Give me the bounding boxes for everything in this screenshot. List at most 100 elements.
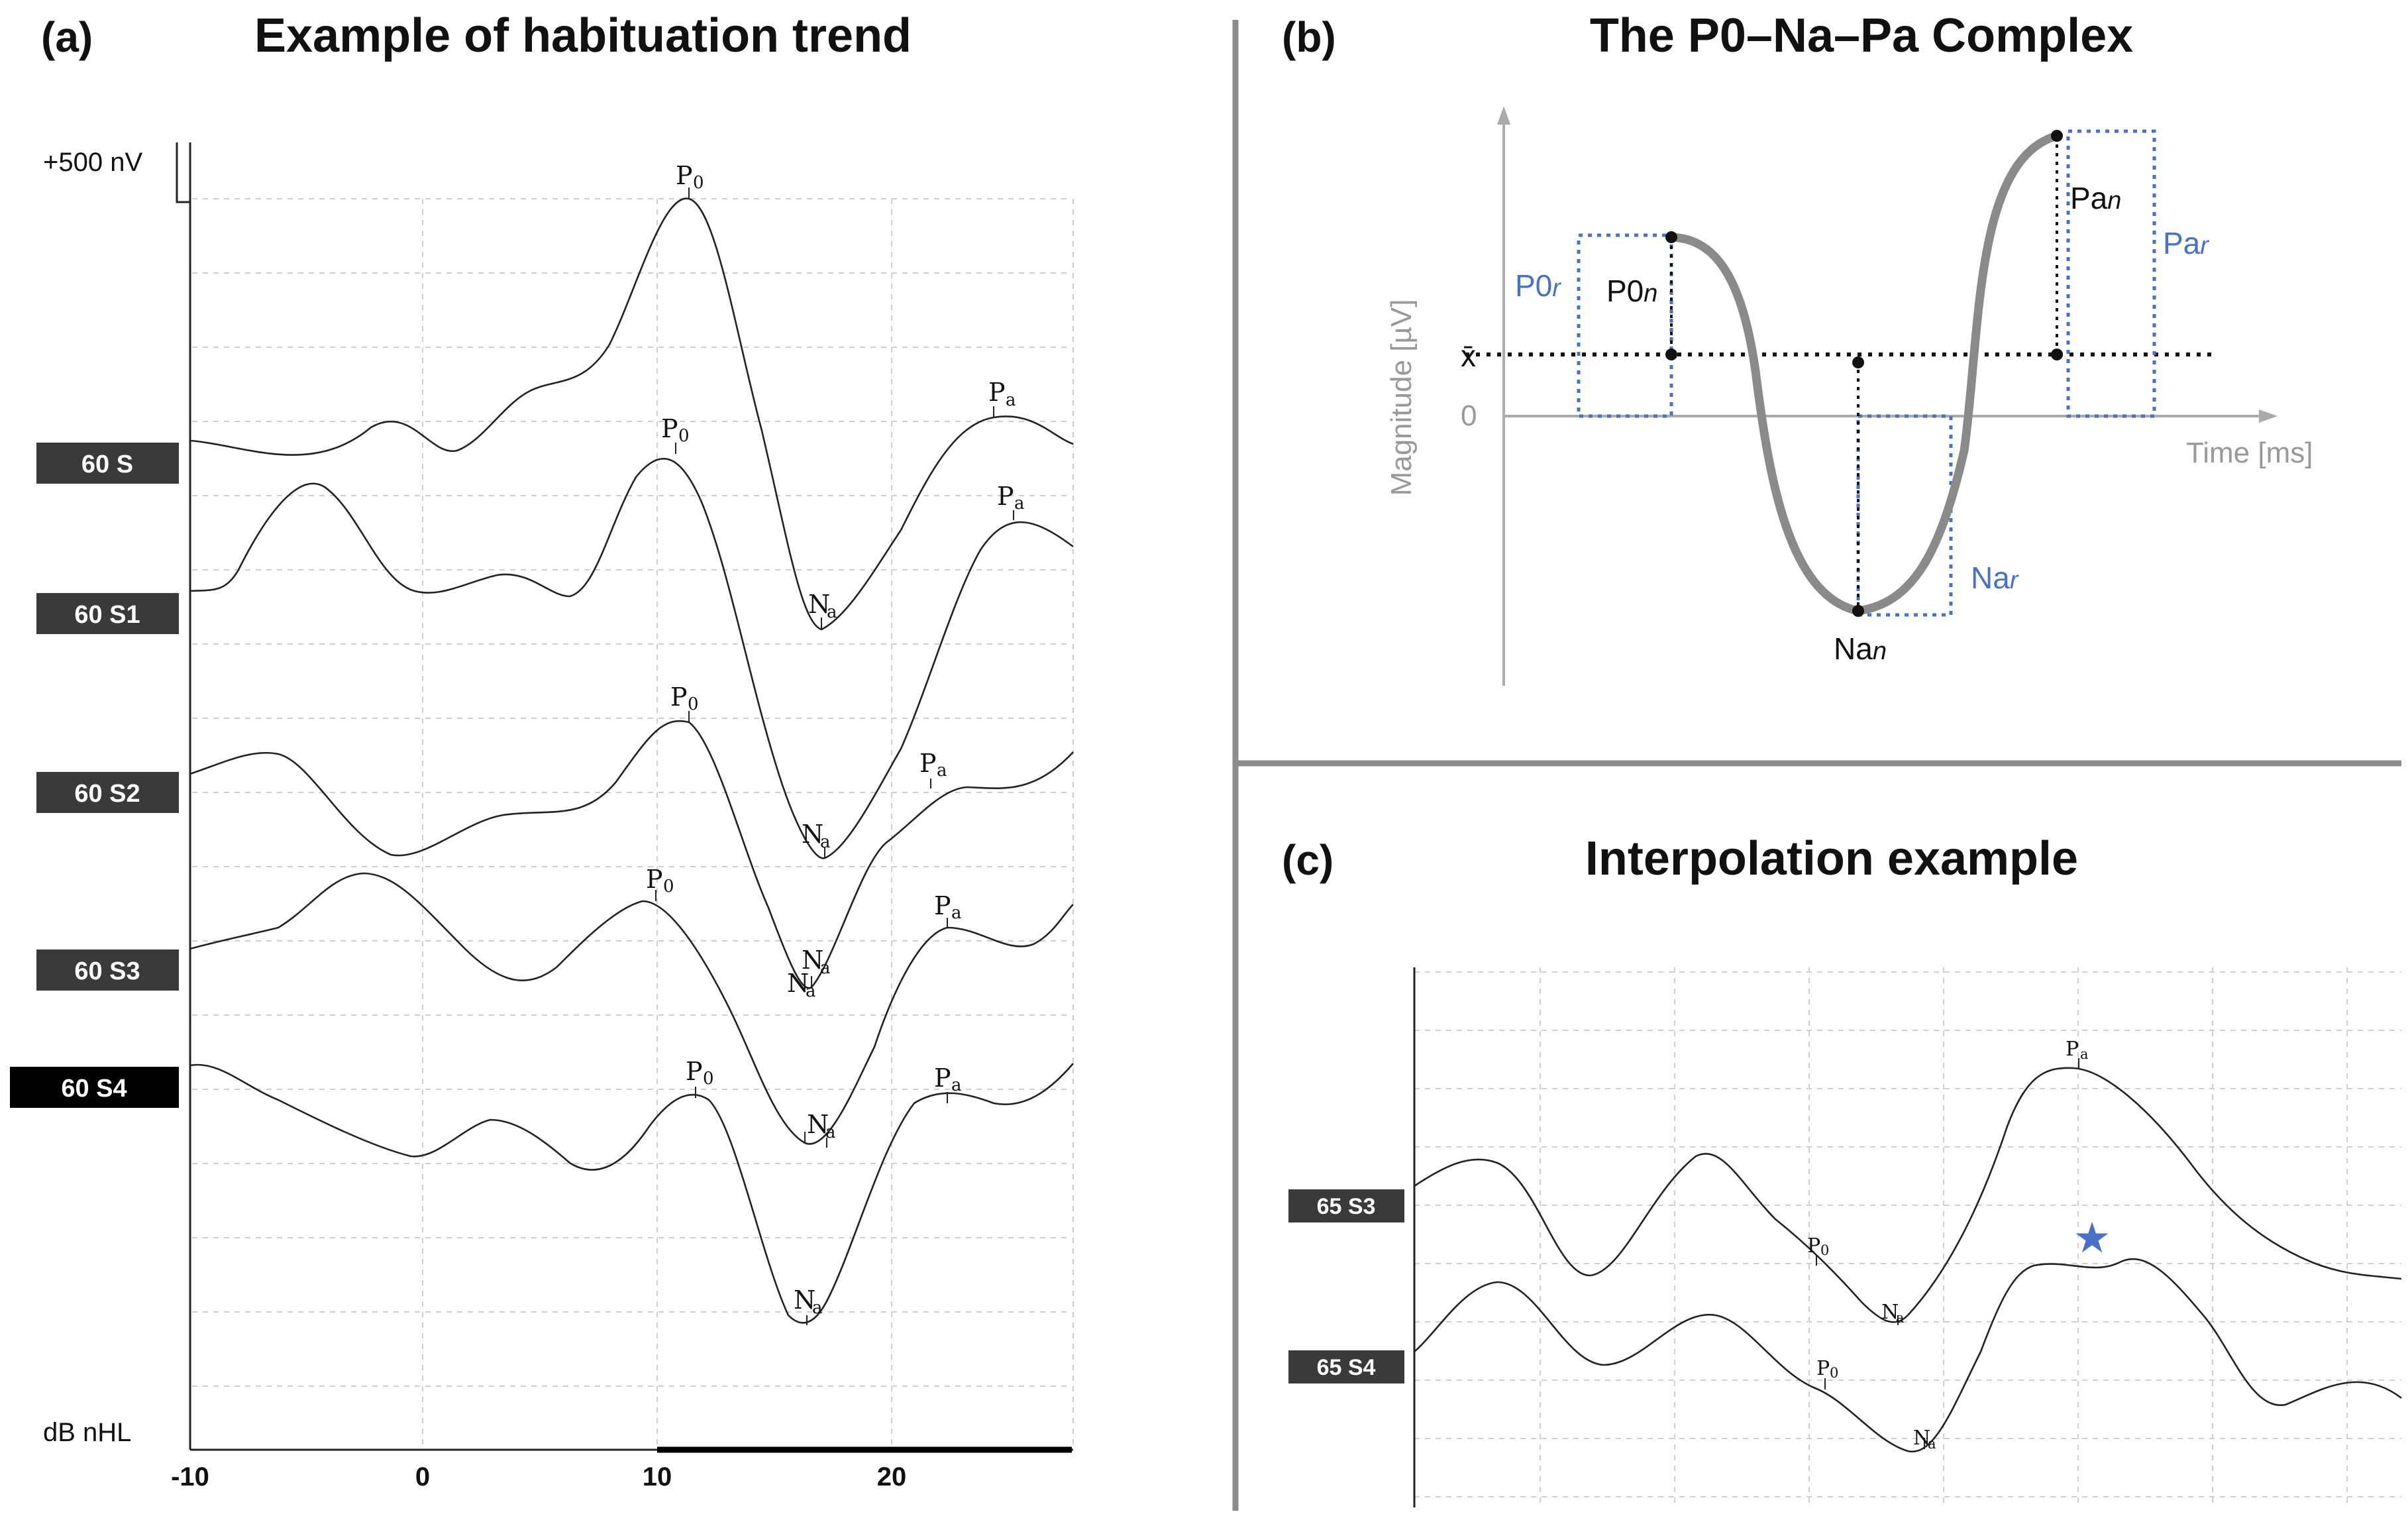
panel-a-grid (192, 198, 1074, 1448)
peak-subscript: 0 (703, 1069, 714, 1089)
trace-label-badge: 65 S4 (1288, 1350, 1404, 1383)
waveform-60s4 (189, 1063, 1074, 1324)
label-pan: Pan (2070, 181, 2121, 215)
peak-marker-na: N a (802, 820, 831, 858)
peak-subscript: 0 (688, 694, 699, 714)
panel-b-y-axis-label: Magnitude [µV] (1385, 299, 1418, 496)
peak-subscript: a (951, 1075, 962, 1095)
waveform-60s (189, 197, 1074, 631)
peak-marker-pa: P a (997, 482, 1025, 520)
panel-c: (c) Interpolation example 65 S3 (1282, 832, 2402, 1507)
label-p0r: P0r (1515, 268, 1561, 303)
peak-letter: N (802, 946, 823, 975)
peak-letter: N (1881, 1301, 1899, 1324)
panel-b-zero-label: 0 (1461, 400, 1477, 432)
peak-subscript: a (951, 903, 962, 923)
peak-marker-p0: P 0 (686, 1057, 714, 1098)
trace-label: 60 S (81, 451, 133, 478)
peak-letter: P (676, 161, 693, 190)
peak-letter: N (808, 590, 830, 619)
point-pa-mean (2051, 349, 2063, 360)
panel-c-letter: (c) (1282, 836, 1334, 884)
peak-marker-pa: P a (988, 378, 1016, 417)
trace-label-badge: 65 S3 (1288, 1189, 1404, 1222)
panel-b-y-arrow (1497, 106, 1510, 125)
peak-subscript: a (820, 958, 831, 978)
waveform-60s2 (189, 720, 1074, 989)
range-box-par (2066, 129, 2156, 418)
interpolation-star-icon: ★ (2073, 1214, 2111, 1263)
panel-a-x-tick: 0 (415, 1462, 430, 1491)
peak-marker-pa: P a (934, 1063, 962, 1103)
peak-marker-p0: P 0 (1807, 1234, 1829, 1266)
peak-subscript: a (2080, 1046, 2089, 1062)
peak-letter: P (670, 682, 688, 712)
panel-c-title: Interpolation example (1585, 832, 2078, 885)
peak-letter: P (661, 414, 678, 443)
panel-a-scale-bar (176, 142, 190, 203)
peak-subscript: 0 (1830, 1365, 1838, 1381)
peak-letter: N (802, 820, 823, 849)
point-p0-mean (1665, 349, 1677, 360)
panel-a-scale-label: +500 nV (43, 148, 142, 177)
peak-subscript: a (827, 602, 837, 622)
trace-label-badge: 60 S1 (36, 593, 179, 634)
peak-marker-pa: P a (934, 891, 962, 928)
peak-subscript: a (1014, 494, 1025, 514)
peak-marker-na: N a (807, 1110, 836, 1148)
peak-marker-na: N a (787, 969, 816, 1143)
point-na-trough (1852, 605, 1864, 617)
label-nar: Nar (1971, 561, 2019, 595)
peak-subscript: 0 (693, 173, 704, 193)
peak-marker-p0: P 0 (676, 161, 704, 199)
peak-letter: P (934, 1063, 951, 1093)
peak-subscript: a (825, 1122, 836, 1142)
peak-subscript: 0 (663, 877, 674, 896)
peak-marker-na: N a (1913, 1427, 1936, 1452)
panel-b-title: The P0–Na–Pa Complex (1590, 9, 2133, 62)
peak-letter: N (794, 1285, 815, 1315)
peak-letter: N (1913, 1427, 1930, 1450)
peak-subscript: 0 (678, 426, 690, 446)
peak-marker-p0: P 0 (670, 682, 699, 722)
panel-b-letter: (b) (1282, 13, 1336, 61)
panel-a-x-tick: -10 (171, 1462, 209, 1491)
waveform-60s1 (189, 458, 1074, 859)
peak-letter: P (2066, 1038, 2079, 1061)
point-na-mean (1852, 356, 1864, 368)
panel-b: (b) The P0–Na–Pa Complex Magnitude [µV] … (1282, 9, 2313, 686)
peak-letter: P (919, 749, 937, 778)
peak-letter: P (1816, 1357, 1830, 1380)
trace-label: 65 S3 (1317, 1194, 1376, 1219)
waveform-65s4 (1414, 1258, 2402, 1453)
point-p0-peak (1665, 231, 1677, 243)
waveform-65s3 (1414, 1067, 2402, 1323)
trace-label-badge: 60 S2 (36, 772, 179, 813)
panel-b-x-axis-label: Time [ms] (2186, 437, 2313, 469)
peak-subscript: a (812, 1298, 823, 1318)
peak-letter: P (686, 1057, 703, 1086)
range-box-p0r (1577, 233, 1673, 418)
peak-subscript: a (1896, 1310, 1905, 1326)
p0-na-pa-curve (1667, 131, 2062, 616)
panel-a-x-tick: 10 (643, 1462, 672, 1491)
label-p0n: P0n (1606, 274, 1657, 308)
peak-marker-pa: P a (2066, 1038, 2089, 1068)
peak-letter: P (934, 891, 951, 920)
peak-marker-na: N a (802, 946, 831, 987)
trace-label-badge: 60 S (36, 443, 179, 484)
trace-label: 60 S2 (74, 780, 140, 808)
range-box-nar (1856, 414, 1953, 617)
waveform-60s3 (189, 872, 1074, 1145)
panel-a: (a) Example of habituation trend (10, 9, 1074, 1491)
peak-subscript: 0 (1820, 1242, 1829, 1258)
peak-subscript: a (806, 981, 816, 1001)
peak-marker-pa: P a (919, 749, 947, 788)
panel-a-letter: (a) (41, 13, 93, 61)
peak-marker-p0: P 0 (1816, 1357, 1838, 1389)
trace-label: 65 S4 (1317, 1355, 1376, 1380)
peak-letter: P (1807, 1234, 1820, 1258)
panel-a-title: Example of habituation trend (254, 9, 912, 62)
panel-b-x-arrow (2259, 409, 2277, 423)
trace-label: 60 S1 (74, 601, 140, 629)
